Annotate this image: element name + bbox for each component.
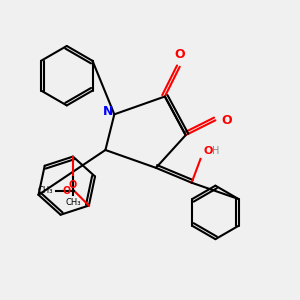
Text: H: H [212, 146, 220, 156]
Text: O: O [69, 180, 77, 190]
Text: N: N [103, 105, 114, 118]
Text: CH₃: CH₃ [65, 198, 81, 207]
Text: CH₃: CH₃ [38, 186, 53, 195]
Text: O: O [174, 48, 185, 61]
Text: O: O [221, 114, 232, 127]
Text: O: O [203, 146, 213, 156]
Text: O: O [63, 186, 71, 196]
